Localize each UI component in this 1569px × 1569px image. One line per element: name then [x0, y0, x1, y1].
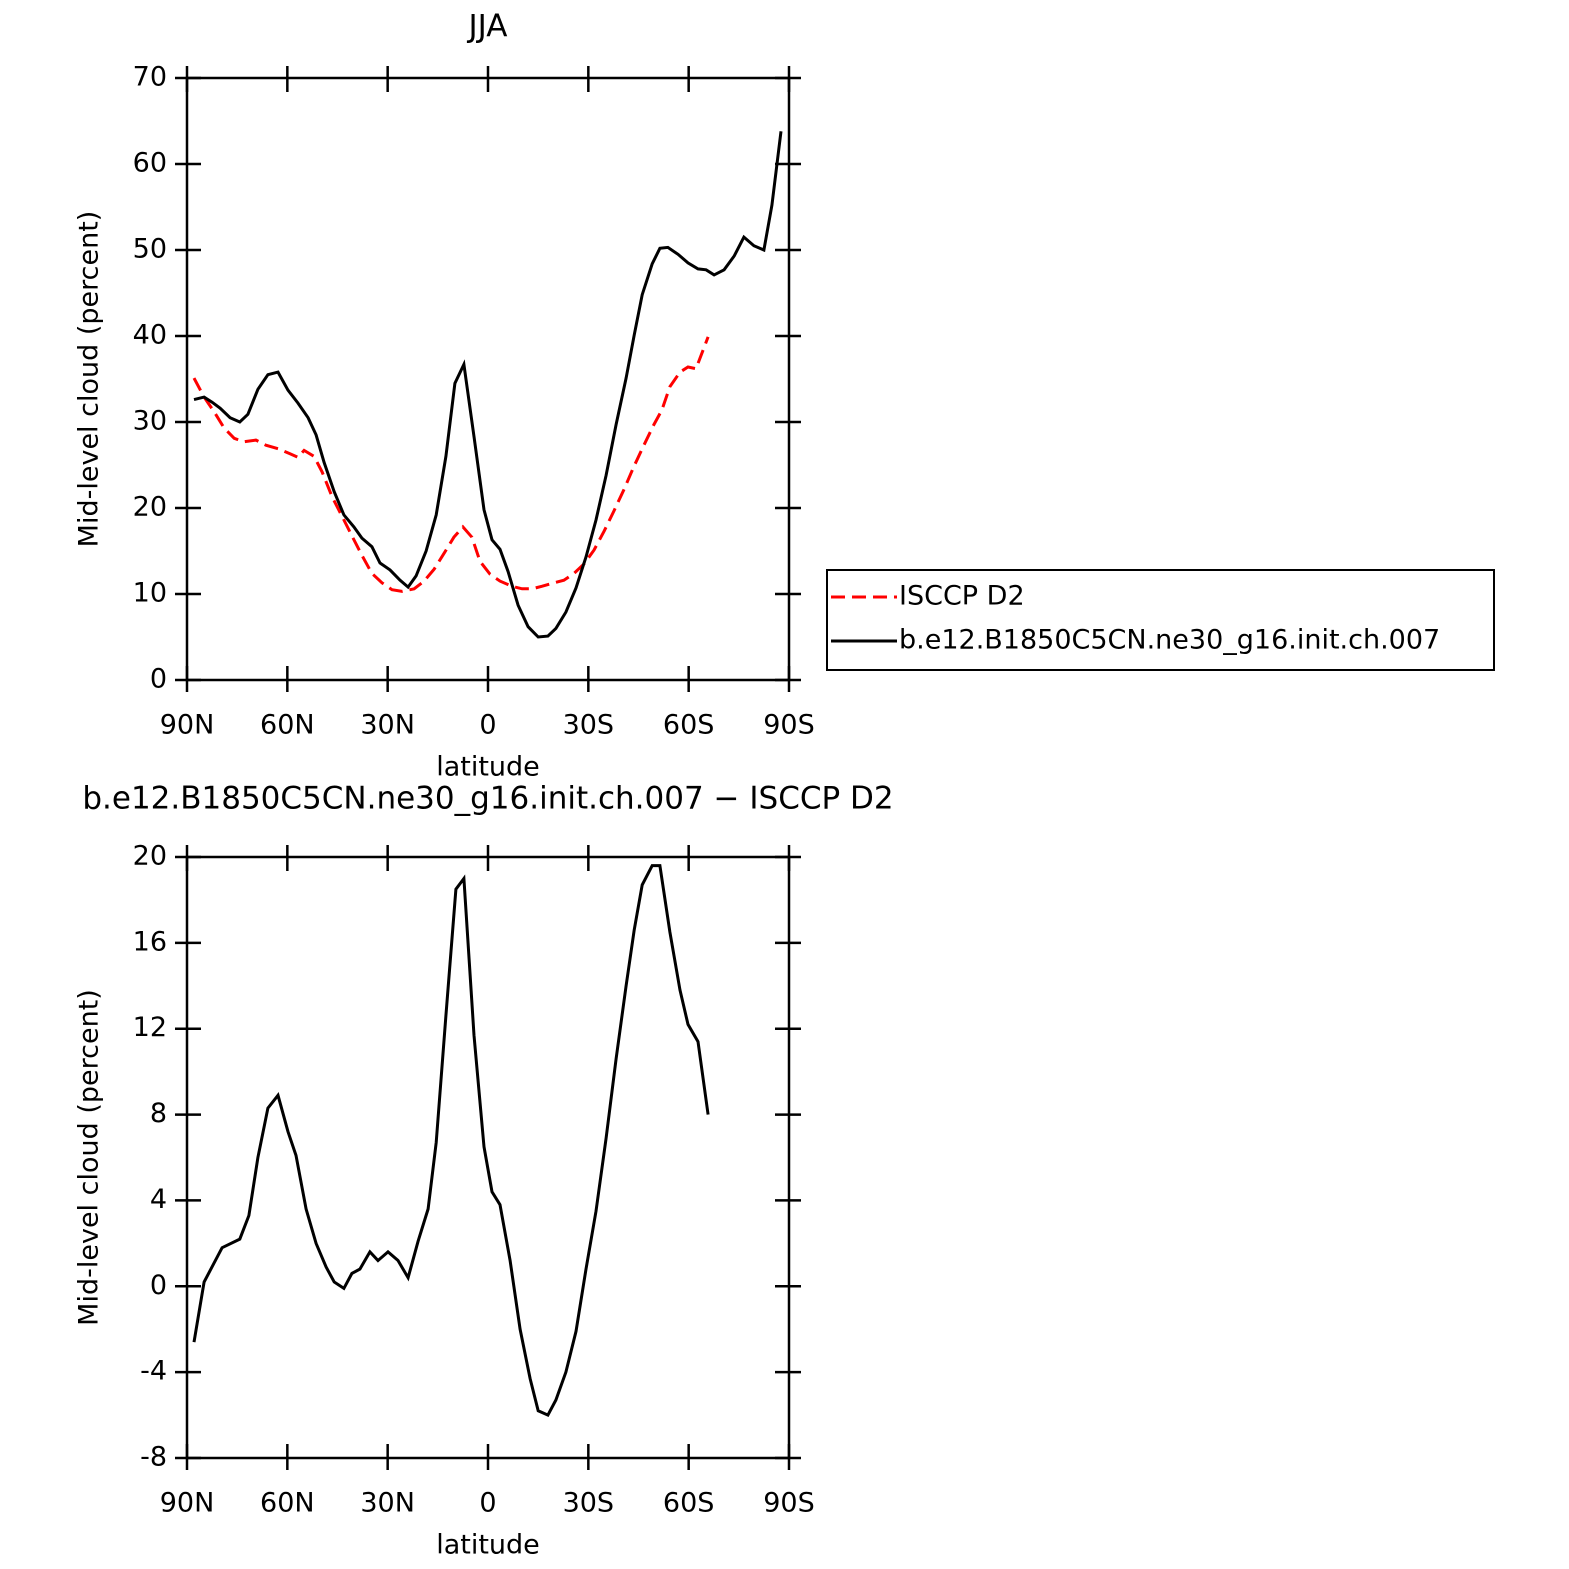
x-axis-label: latitude [436, 752, 540, 783]
y-tick-label: 20 [133, 492, 167, 523]
y-tick-label: 8 [150, 1098, 167, 1129]
y-tick-label: 10 [133, 578, 167, 609]
y-tick-label: 50 [133, 234, 167, 265]
x-tick-label: 60S [663, 1488, 715, 1519]
y-tick-label: 0 [150, 1270, 167, 1301]
y-axis-label: Mid-level cloud (percent) [74, 211, 105, 548]
y-tick-label: 20 [133, 841, 167, 872]
y-tick-label: 70 [133, 62, 167, 93]
x-tick-label: 90N [160, 1488, 215, 1519]
chart-title: b.e12.B1850C5CN.ne30_g16.init.ch.007 − I… [82, 781, 893, 817]
y-tick-label: 12 [133, 1012, 167, 1043]
x-tick-label: 90S [763, 710, 815, 741]
legend-box [826, 569, 1495, 671]
legend-label: b.e12.B1850C5CN.ne30_g16.init.ch.007 [899, 625, 1440, 656]
plot-frame [185, 76, 791, 682]
x-axis-label: latitude [436, 1530, 540, 1561]
x-tick-label: 30N [360, 710, 415, 741]
x-tick-label: 30S [563, 710, 615, 741]
y-tick-label: 40 [133, 320, 167, 351]
x-tick-label: 60S [663, 710, 715, 741]
x-tick-label: 60N [260, 1488, 315, 1519]
x-tick-label: 30S [563, 1488, 615, 1519]
y-tick-label: 0 [150, 664, 167, 695]
legend-label: ISCCP D2 [899, 581, 1025, 612]
y-tick-label: -8 [140, 1442, 167, 1473]
x-tick-label: 0 [479, 1488, 496, 1519]
data-line [192, 336, 710, 593]
y-tick-label: 30 [133, 406, 167, 437]
plot-frame [185, 855, 791, 1460]
x-tick-label: 90N [160, 710, 215, 741]
x-tick-label: 30N [360, 1488, 415, 1519]
data-line [192, 864, 710, 1418]
x-tick-label: 60N [260, 710, 315, 741]
y-tick-label: 4 [150, 1184, 167, 1215]
x-tick-label: 90S [763, 1488, 815, 1519]
y-tick-label: -4 [140, 1356, 167, 1387]
data-line [193, 131, 783, 639]
chart-title: JJA [467, 9, 508, 45]
y-axis-label: Mid-level cloud (percent) [74, 989, 105, 1326]
y-tick-label: 60 [133, 148, 167, 179]
y-tick-label: 16 [133, 926, 167, 957]
x-tick-label: 0 [479, 710, 496, 741]
